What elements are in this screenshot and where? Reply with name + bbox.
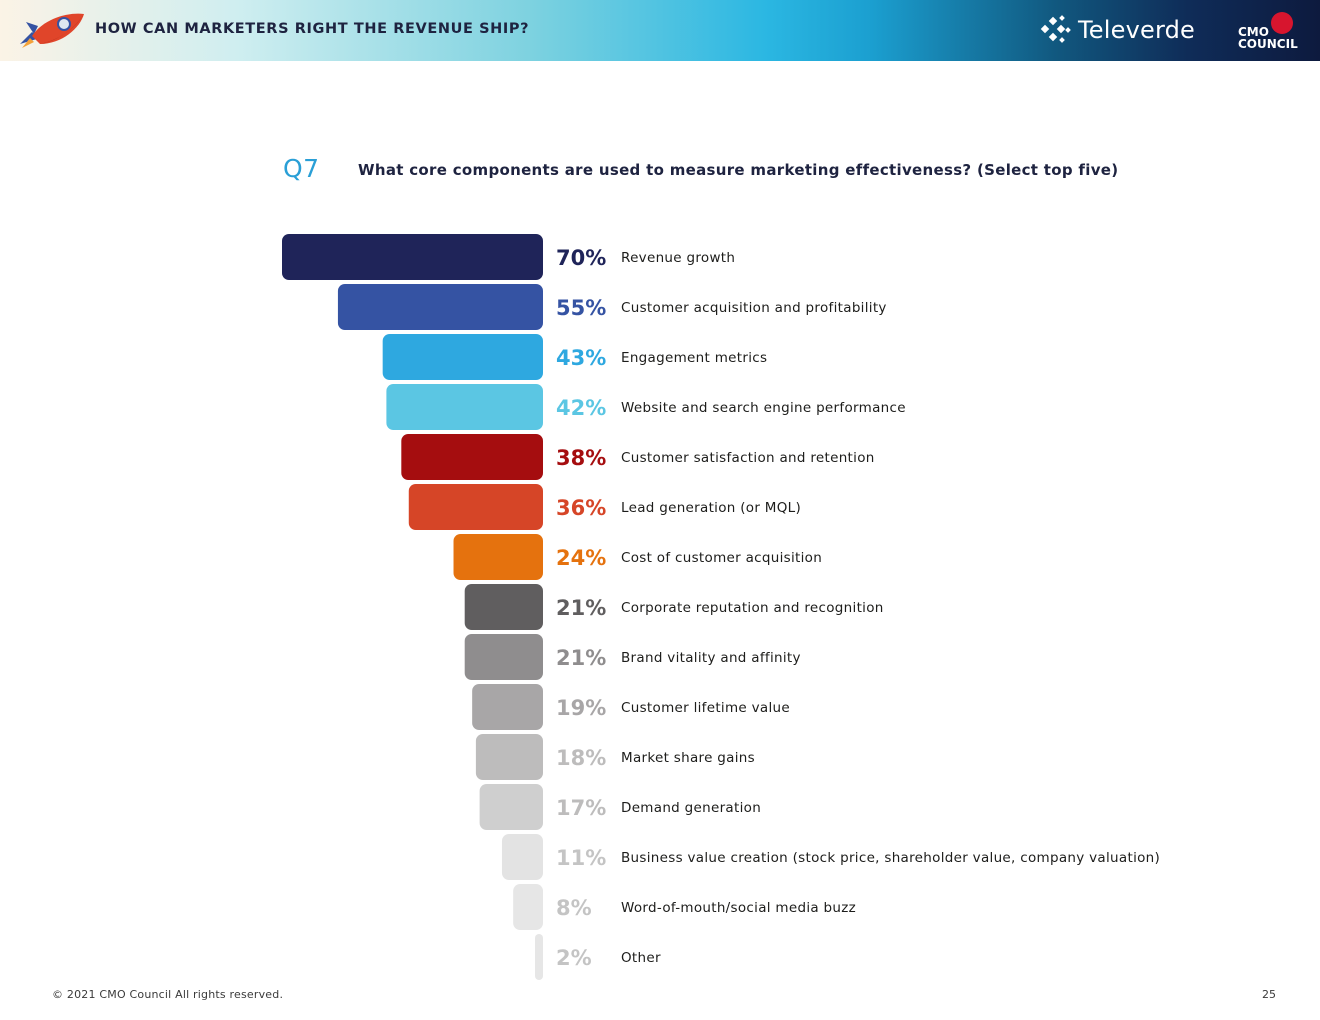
value-label-8: 21% bbox=[556, 596, 606, 620]
category-label-13: Business value creation (stock price, sh… bbox=[621, 850, 1160, 866]
category-label-7: Cost of customer acquisition bbox=[621, 550, 822, 566]
category-label-3: Engagement metrics bbox=[621, 350, 767, 366]
category-label-14: Word-of-mouth/social media buzz bbox=[621, 900, 856, 916]
value-label-1: 70% bbox=[556, 246, 606, 270]
category-label-4: Website and search engine performance bbox=[621, 400, 906, 416]
question-number: Q7 bbox=[283, 154, 320, 183]
value-label-2: 55% bbox=[556, 296, 606, 320]
value-label-11: 18% bbox=[556, 746, 606, 770]
bar-15 bbox=[535, 934, 543, 980]
category-label-12: Demand generation bbox=[621, 800, 761, 816]
category-label-9: Brand vitality and affinity bbox=[621, 650, 801, 666]
value-label-14: 8% bbox=[556, 896, 592, 920]
bar-6 bbox=[408, 484, 543, 530]
category-label-15: Other bbox=[621, 950, 661, 966]
value-label-10: 19% bbox=[556, 696, 606, 720]
page-number: 25 bbox=[1262, 988, 1276, 1001]
televerde-wordmark: Televerde bbox=[1078, 16, 1195, 44]
bar-12 bbox=[479, 784, 543, 830]
bar-7 bbox=[453, 534, 543, 580]
value-label-5: 38% bbox=[556, 446, 606, 470]
bar-5 bbox=[401, 434, 543, 480]
value-label-12: 17% bbox=[556, 796, 606, 820]
value-label-13: 11% bbox=[556, 846, 606, 870]
bar-9 bbox=[464, 634, 543, 680]
bar-14 bbox=[513, 884, 543, 930]
question-text: What core components are used to measure… bbox=[358, 161, 1119, 179]
value-label-6: 36% bbox=[556, 496, 606, 520]
category-label-11: Market share gains bbox=[621, 750, 755, 766]
cmo-logo-top-text: CMO bbox=[1238, 25, 1269, 39]
category-label-5: Customer satisfaction and retention bbox=[621, 450, 875, 466]
bar-13 bbox=[501, 834, 543, 880]
televerde-logo: Televerde bbox=[1040, 12, 1195, 48]
cmo-logo-bottom-text: COUNCIL bbox=[1238, 37, 1298, 51]
bar-10 bbox=[472, 684, 543, 730]
value-label-7: 24% bbox=[556, 546, 606, 570]
value-label-15: 2% bbox=[556, 946, 592, 970]
bar-3 bbox=[382, 334, 543, 380]
value-label-9: 21% bbox=[556, 646, 606, 670]
category-label-8: Corporate reputation and recognition bbox=[621, 600, 884, 616]
footer-copyright: © 2021 CMO Council All rights reserved. bbox=[52, 988, 284, 1001]
header-title: HOW CAN MARKETERS RIGHT THE REVENUE SHIP… bbox=[95, 21, 530, 37]
televerde-mark-icon bbox=[1040, 15, 1071, 43]
category-label-6: Lead generation (or MQL) bbox=[621, 500, 801, 516]
bar-8 bbox=[464, 584, 543, 630]
bar-2 bbox=[337, 284, 543, 330]
header-banner: HOW CAN MARKETERS RIGHT THE REVENUE SHIP… bbox=[0, 0, 1320, 61]
bar-11 bbox=[475, 734, 543, 780]
value-label-4: 42% bbox=[556, 396, 606, 420]
category-label-1: Revenue growth bbox=[621, 250, 735, 266]
category-label-10: Customer lifetime value bbox=[621, 700, 790, 716]
rocket-icon bbox=[20, 13, 84, 48]
bar-1 bbox=[282, 234, 543, 280]
value-label-3: 43% bbox=[556, 346, 606, 370]
cmo-council-logo: CMO COUNCIL bbox=[1238, 12, 1298, 51]
bar-4 bbox=[386, 384, 543, 430]
category-label-2: Customer acquisition and profitability bbox=[621, 300, 887, 316]
